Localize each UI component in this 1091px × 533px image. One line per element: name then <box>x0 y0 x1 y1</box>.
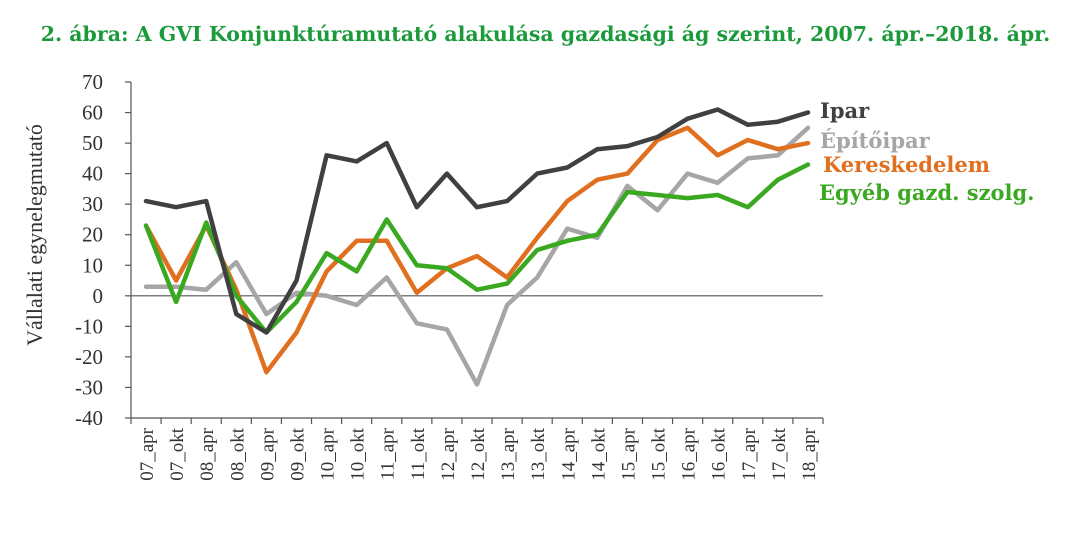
x-tick-label: 09_okt <box>287 427 308 481</box>
x-tick-label: 08_apr <box>197 427 218 480</box>
x-tick-label: 10_apr <box>318 427 339 480</box>
x-tick-label: 17_apr <box>739 427 760 480</box>
x-tick-label: 16_apr <box>679 427 700 480</box>
x-tick-label: 09_apr <box>257 427 278 480</box>
y-tick-label: 10 <box>82 253 103 277</box>
x-tick-label: 08_okt <box>227 427 248 481</box>
y-tick-label: -20 <box>75 345 103 369</box>
y-tick-label: 50 <box>82 131 103 155</box>
y-axis-ticks: 70 60 50 40 30 20 10 0 -10 -20 -30 -40 <box>75 70 131 430</box>
x-tick-label: 07_apr <box>137 427 158 480</box>
x-tick-label: 10_okt <box>348 427 369 481</box>
y-tick-label: -40 <box>75 406 103 430</box>
x-tick-label: 14_apr <box>558 427 579 480</box>
x-tick-label: 13_apr <box>498 427 519 480</box>
x-tick-label: 17_okt <box>769 427 790 481</box>
x-tick-label: 14_okt <box>588 427 609 481</box>
y-tick-label: 0 <box>93 284 104 308</box>
series-line <box>143 162 811 335</box>
x-tick-label: 18_apr <box>799 427 820 480</box>
legend-entry: Egyéb gazd. szolg. <box>819 180 1035 205</box>
x-tick-label: 11_apr <box>378 427 399 480</box>
x-tick-label: 12_okt <box>468 427 489 481</box>
x-tick-label: 13_okt <box>528 427 549 481</box>
x-tick-label: 07_okt <box>167 427 188 481</box>
x-axis-ticks: 07_apr 07_okt 08_apr 08_okt 09_apr 09_okt 10_a… <box>130 418 824 481</box>
x-tick-label: 15_apr <box>618 427 639 480</box>
x-tick-label: 16_okt <box>709 427 730 481</box>
series-lines <box>143 107 811 387</box>
legend-entry: Kereskedelem <box>823 152 990 177</box>
series-line <box>143 125 811 387</box>
y-tick-label: 20 <box>82 223 103 247</box>
legend-entry: Építőipar <box>820 128 931 153</box>
y-tick-label: 60 <box>82 101 103 125</box>
axes <box>130 82 823 419</box>
x-tick-label: 11_okt <box>408 427 429 480</box>
x-tick-label: 15_okt <box>649 427 670 481</box>
x-tick-label: 12_apr <box>438 427 459 480</box>
y-tick-label: 30 <box>82 192 103 216</box>
y-tick-label: -30 <box>75 375 103 399</box>
chart-title: 2. ábra: A GVI Konjunktúramutató alakulá… <box>40 22 1051 46</box>
series-line <box>143 107 811 335</box>
y-tick-label: 70 <box>82 70 103 94</box>
y-axis-label: Vállalati egynelegmutató <box>22 124 47 346</box>
y-tick-label: 40 <box>82 162 103 186</box>
legend-entry: Ipar <box>820 98 870 123</box>
y-tick-label: -10 <box>75 314 103 338</box>
series-line <box>143 125 811 375</box>
